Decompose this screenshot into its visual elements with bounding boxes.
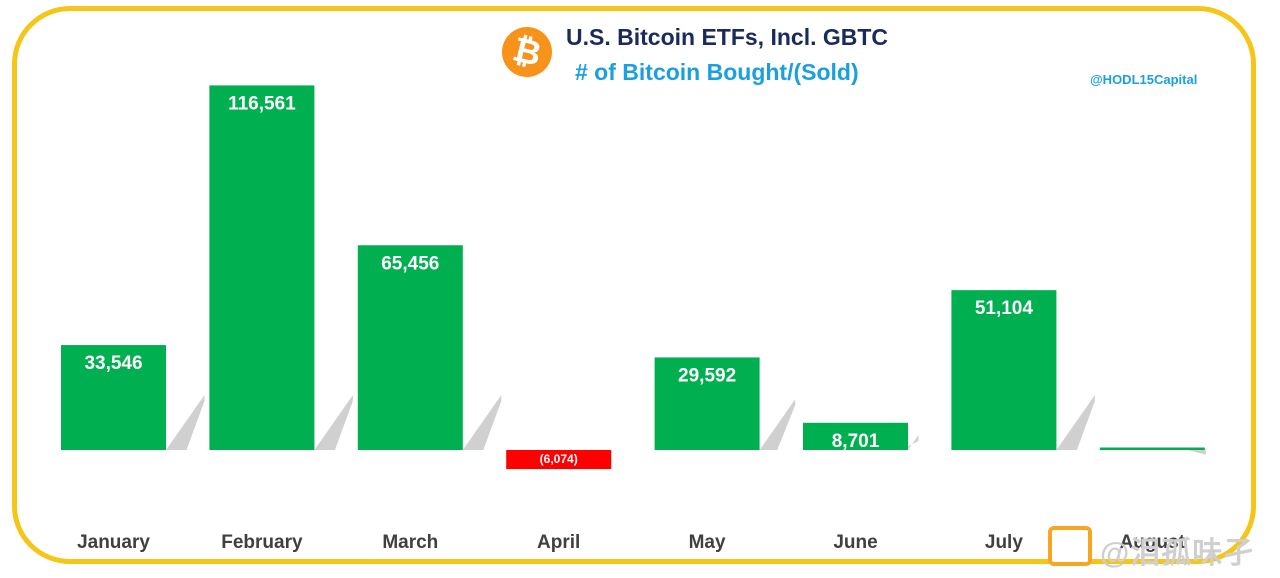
bar [209,85,315,451]
category-label: April [537,532,580,553]
data-label: 33,546 [84,353,142,374]
chart-subtitle: # of Bitcoin Bought/(Sold) [575,59,859,85]
watermark-text: @泪孤味孑 [1100,537,1255,570]
bar-shadow [314,395,353,450]
category-label: July [985,532,1023,553]
bar-shadow [166,395,205,450]
data-label: 8,701 [832,431,880,452]
bar [1099,447,1205,450]
category-label: January [77,532,150,553]
bar-shadow [1187,448,1206,455]
bar [951,290,1057,450]
bar [61,345,166,450]
category-label: August [1120,532,1186,553]
category-label: February [221,532,303,553]
category-label: June [833,532,877,553]
category-label: May [689,532,726,553]
bar [357,245,463,450]
data-label: 65,456 [381,253,439,274]
bar [654,357,760,450]
category-label: March [382,532,438,553]
data-label: 29,592 [678,365,736,386]
bar-shadow [759,399,796,450]
data-label: (6,074) [540,452,578,466]
bar [506,450,612,469]
weibo-logo-icon [1048,526,1092,566]
data-label: 116,561 [228,93,296,114]
author-handle: @HODL15Capital [1090,72,1198,87]
bar-shadow [462,395,502,450]
bar-shadow [1056,395,1095,450]
bar-shadow [900,435,919,450]
watermark: @泪孤味孑 [1048,522,1268,570]
chart-title: U.S. Bitcoin ETFs, Incl. GBTC [566,24,889,50]
data-label: 51,104 [975,298,1034,319]
bar [803,422,908,450]
